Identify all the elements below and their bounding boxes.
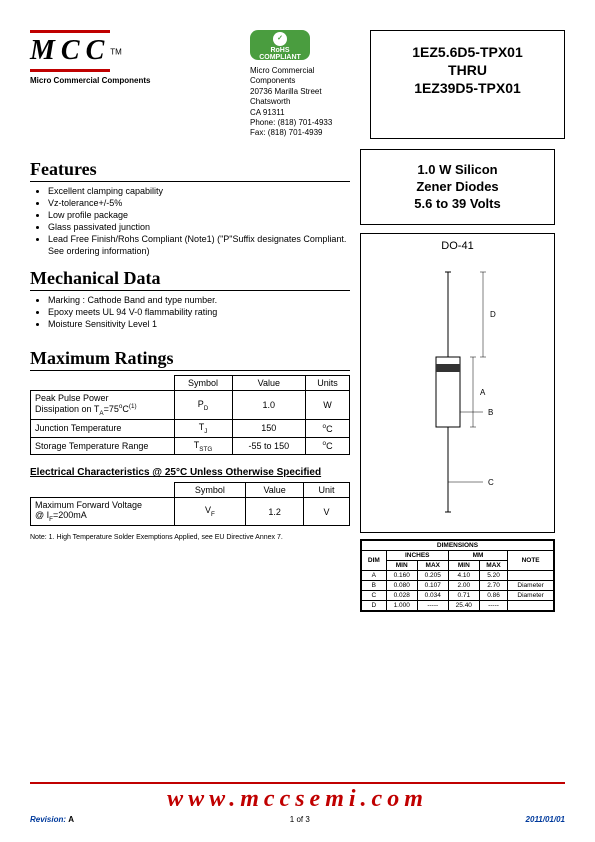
table-row: Storage Temperature Range TSTG -55 to 15… [31, 437, 350, 455]
cell-symbol: TJ [174, 419, 232, 437]
logo-block: MCCTM Micro Commercial Components [30, 30, 240, 139]
company-subtitle: Micro Commercial Components [30, 76, 240, 85]
page-number: 1 of 3 [290, 815, 310, 824]
dim-D-label: D [490, 310, 496, 319]
maxratings-heading: Maximum Ratings [30, 348, 350, 371]
rohs-badge: ✓ RoHS COMPLIANT [250, 30, 310, 60]
footer-url: www.mccsemi.com [30, 782, 565, 813]
addr-l4: Phone: (818) 701-4933 [250, 118, 360, 128]
rohs-text2: COMPLIANT [259, 54, 301, 61]
addr-l3: CA 91311 [250, 108, 360, 118]
cell-symbol: PD [174, 391, 232, 420]
feature-item: Vz-tolerance+/-5% [48, 197, 350, 209]
mech-item: Marking : Cathode Band and type number. [48, 294, 350, 306]
description-box: 1.0 W Silicon Zener Diodes 5.6 to 39 Vol… [360, 149, 555, 226]
dim-A-label: A [480, 388, 486, 397]
title-l2: THRU [375, 61, 560, 79]
addr-l5: Fax: (818) 701-4939 [250, 128, 360, 138]
dim-title: DIMENSIONS [362, 541, 554, 551]
cell-unit: oC [306, 437, 350, 455]
th-blank [31, 376, 175, 391]
cell-symbol: TSTG [174, 437, 232, 455]
addr-l1: Micro Commercial Components [250, 66, 360, 87]
dim-C-label: C [488, 478, 494, 487]
dim-row: A0.1600.2054.105.20 [362, 571, 554, 581]
mech-item: Epoxy meets UL 94 V-0 flammability ratin… [48, 306, 350, 318]
page-footer: www.mccsemi.com Revision: A 1 of 3 2011/… [30, 782, 565, 824]
package-box: DO-41 D A [360, 233, 555, 533]
table-row: Peak Pulse PowerDissipation on TA=75oC(1… [31, 391, 350, 420]
features-heading: Features [30, 159, 350, 182]
dimensions-box: DIMENSIONS DIM INCHES MM NOTE MIN MAX MI… [360, 539, 555, 612]
dim-h-inches: INCHES [386, 551, 448, 561]
th-units: Units [306, 376, 350, 391]
feature-item: Glass passivated junction [48, 221, 350, 233]
elec-heading: Electrical Characteristics @ 25°C Unless… [30, 467, 350, 478]
cell-value: 150 [232, 419, 306, 437]
dim-row: C0.0280.0340.710.86Diameter [362, 591, 554, 601]
table-header-row: Symbol Value Unit [31, 483, 350, 498]
feature-item: Lead Free Finish/Rohs Compliant (Note1) … [48, 233, 350, 257]
dim-header-row: DIM INCHES MM NOTE [362, 551, 554, 561]
package-diagram: D A B C [398, 262, 518, 522]
th-blank [31, 483, 175, 498]
th-symbol: Symbol [174, 483, 246, 498]
dim-B-label: B [488, 408, 493, 417]
desc-l3: 5.6 to 39 Volts [365, 196, 550, 213]
cell-value: -55 to 150 [232, 437, 306, 455]
cell-unit: V [303, 498, 349, 526]
dim-h-max2: MAX [479, 561, 507, 571]
mechanical-list: Marking : Cathode Band and type number. … [30, 294, 350, 330]
desc-l2: Zener Diodes [365, 179, 550, 196]
dimensions-table: DIMENSIONS DIM INCHES MM NOTE MIN MAX MI… [361, 540, 554, 611]
th-unit: Unit [303, 483, 349, 498]
dim-h-mm: MM [448, 551, 507, 561]
mechanical-heading: Mechanical Data [30, 268, 350, 291]
feature-item: Excellent clamping capability [48, 185, 350, 197]
check-icon: ✓ [273, 32, 287, 46]
dim-h-min: MIN [386, 561, 417, 571]
footnote: Note: 1. High Temperature Solder Exempti… [30, 534, 350, 541]
company-address: Micro Commercial Components 20736 Marill… [250, 66, 360, 139]
th-value: Value [232, 376, 306, 391]
cell-param: Junction Temperature [31, 419, 175, 437]
cell-value: 1.2 [246, 498, 304, 526]
cell-param: Peak Pulse PowerDissipation on TA=75oC(1… [31, 391, 175, 420]
dim-h-max: MAX [417, 561, 448, 571]
cell-unit: W [306, 391, 350, 420]
title-l3: 1EZ39D5-TPX01 [375, 79, 560, 97]
part-number-box: 1EZ5.6D5-TPX01 THRU 1EZ39D5-TPX01 [370, 30, 565, 139]
table-header-row: Symbol Value Units [31, 376, 350, 391]
addr-l2: 20736 Marilla Street Chatsworth [250, 87, 360, 108]
cell-param: Storage Temperature Range [31, 437, 175, 455]
title-l1: 1EZ5.6D5-TPX01 [375, 43, 560, 61]
th-symbol: Symbol [174, 376, 232, 391]
cell-param: Maximum Forward Voltage@ IF=200mA [31, 498, 175, 526]
cell-unit: oC [306, 419, 350, 437]
cell-symbol: VF [174, 498, 246, 526]
table-row: Junction Temperature TJ 150 oC [31, 419, 350, 437]
dim-h-min2: MIN [448, 561, 479, 571]
th-value: Value [246, 483, 304, 498]
elec-table: Symbol Value Unit Maximum Forward Voltag… [30, 482, 350, 526]
cell-value: 1.0 [232, 391, 306, 420]
dim-row: D1.000-----25.40----- [362, 601, 554, 611]
rohs-address-block: ✓ RoHS COMPLIANT Micro Commercial Compon… [250, 30, 360, 139]
mech-item: Moisture Sensitivity Level 1 [48, 318, 350, 330]
table-row: Maximum Forward Voltage@ IF=200mA VF 1.2… [31, 498, 350, 526]
feature-item: Low profile package [48, 209, 350, 221]
desc-l1: 1.0 W Silicon [365, 162, 550, 179]
rohs-text1: RoHS [270, 47, 289, 54]
revision-label: Revision: A [30, 815, 74, 824]
maxratings-table: Symbol Value Units Peak Pulse PowerDissi… [30, 375, 350, 455]
package-name: DO-41 [361, 240, 554, 252]
dim-row: B0.0800.1072.002.70Diameter [362, 581, 554, 591]
dim-h-dim: DIM [362, 551, 387, 571]
dim-h-note: NOTE [508, 551, 554, 571]
logo-text: MCC [30, 30, 110, 72]
features-list: Excellent clamping capability Vz-toleran… [30, 185, 350, 258]
footer-date: 2011/01/01 [526, 815, 565, 824]
trademark: TM [110, 48, 122, 57]
